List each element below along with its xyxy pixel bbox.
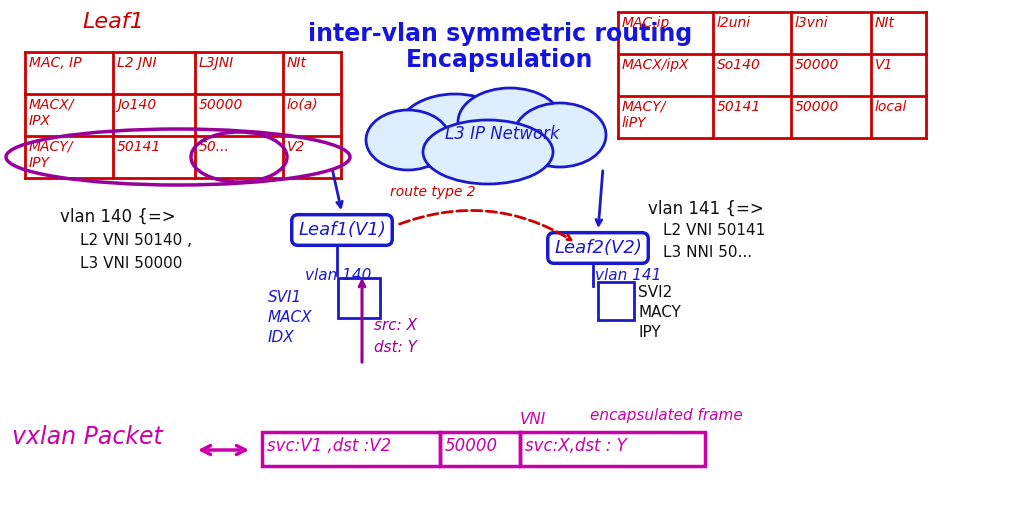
Text: 50000: 50000 <box>795 100 840 114</box>
Text: inter-vlan symmetric routing: inter-vlan symmetric routing <box>308 22 692 46</box>
Text: IPY: IPY <box>638 325 660 340</box>
Text: V2: V2 <box>287 140 305 154</box>
Text: lo(a): lo(a) <box>287 98 318 112</box>
Bar <box>262 432 440 466</box>
Text: L2 VNI 50141: L2 VNI 50141 <box>663 223 765 238</box>
Text: SVI2: SVI2 <box>638 285 672 300</box>
Text: V1: V1 <box>874 58 893 72</box>
Text: dst: Y: dst: Y <box>374 340 417 355</box>
Text: encapsulated frame: encapsulated frame <box>590 408 742 423</box>
Text: Leaf2(V2): Leaf2(V2) <box>554 239 642 257</box>
Text: svc:V1 ,dst :V2: svc:V1 ,dst :V2 <box>267 437 391 455</box>
Text: MACY: MACY <box>638 305 681 320</box>
Text: L3 VNI 50000: L3 VNI 50000 <box>80 256 182 271</box>
Text: NIt: NIt <box>287 56 307 70</box>
Bar <box>440 432 520 466</box>
Text: So140: So140 <box>717 58 761 72</box>
Text: Leaf1(V1): Leaf1(V1) <box>298 221 386 239</box>
Bar <box>338 278 380 318</box>
Text: vlan 140: vlan 140 <box>305 268 372 283</box>
Text: Jo140: Jo140 <box>117 98 157 112</box>
Text: 50141: 50141 <box>117 140 162 154</box>
Text: 50000: 50000 <box>795 58 840 72</box>
Text: local: local <box>874 100 907 114</box>
Ellipse shape <box>423 120 553 184</box>
Text: MACX: MACX <box>268 310 312 325</box>
Text: src: X: src: X <box>374 318 417 333</box>
Text: vlan 141: vlan 141 <box>595 268 662 283</box>
Text: MAC,ip: MAC,ip <box>622 16 671 30</box>
Text: l3vni: l3vni <box>795 16 828 30</box>
Text: L3JNI: L3JNI <box>199 56 234 70</box>
Text: MACX/
IPX: MACX/ IPX <box>29 98 75 128</box>
Bar <box>598 282 634 320</box>
Text: 50000: 50000 <box>199 98 244 112</box>
Text: IDX: IDX <box>268 330 295 345</box>
Text: L3 NNI 50...: L3 NNI 50... <box>663 245 752 260</box>
Text: Leaf1: Leaf1 <box>82 12 143 32</box>
Text: l2uni: l2uni <box>717 16 752 30</box>
Text: VNI: VNI <box>520 412 546 427</box>
Text: Encapsulation: Encapsulation <box>407 48 594 72</box>
Ellipse shape <box>458 88 562 156</box>
Text: MAC, IP: MAC, IP <box>29 56 82 70</box>
Ellipse shape <box>366 110 450 170</box>
Text: L2 JNI: L2 JNI <box>117 56 157 70</box>
Text: MACX/ipX: MACX/ipX <box>622 58 689 72</box>
Text: svc:X,dst : Y: svc:X,dst : Y <box>525 437 627 455</box>
Ellipse shape <box>514 103 606 167</box>
Text: route type 2: route type 2 <box>390 185 475 199</box>
Bar <box>520 432 705 466</box>
Text: L2 VNI 50140 ,: L2 VNI 50140 , <box>80 233 193 248</box>
Text: 50...: 50... <box>199 140 229 154</box>
Text: NIt: NIt <box>874 16 895 30</box>
Text: vxlan Packet: vxlan Packet <box>12 425 163 449</box>
Text: vlan 141 {=>: vlan 141 {=> <box>648 200 764 218</box>
Text: vlan 140 {=>: vlan 140 {=> <box>60 208 176 226</box>
Text: MACY/
IPY: MACY/ IPY <box>29 140 74 170</box>
Text: MACY/
liPY: MACY/ liPY <box>622 100 667 130</box>
Text: SVI1: SVI1 <box>268 290 302 305</box>
Ellipse shape <box>397 94 513 170</box>
Text: L3 IP Network: L3 IP Network <box>445 125 560 143</box>
Text: 50000: 50000 <box>445 437 498 455</box>
Text: 50141: 50141 <box>717 100 762 114</box>
